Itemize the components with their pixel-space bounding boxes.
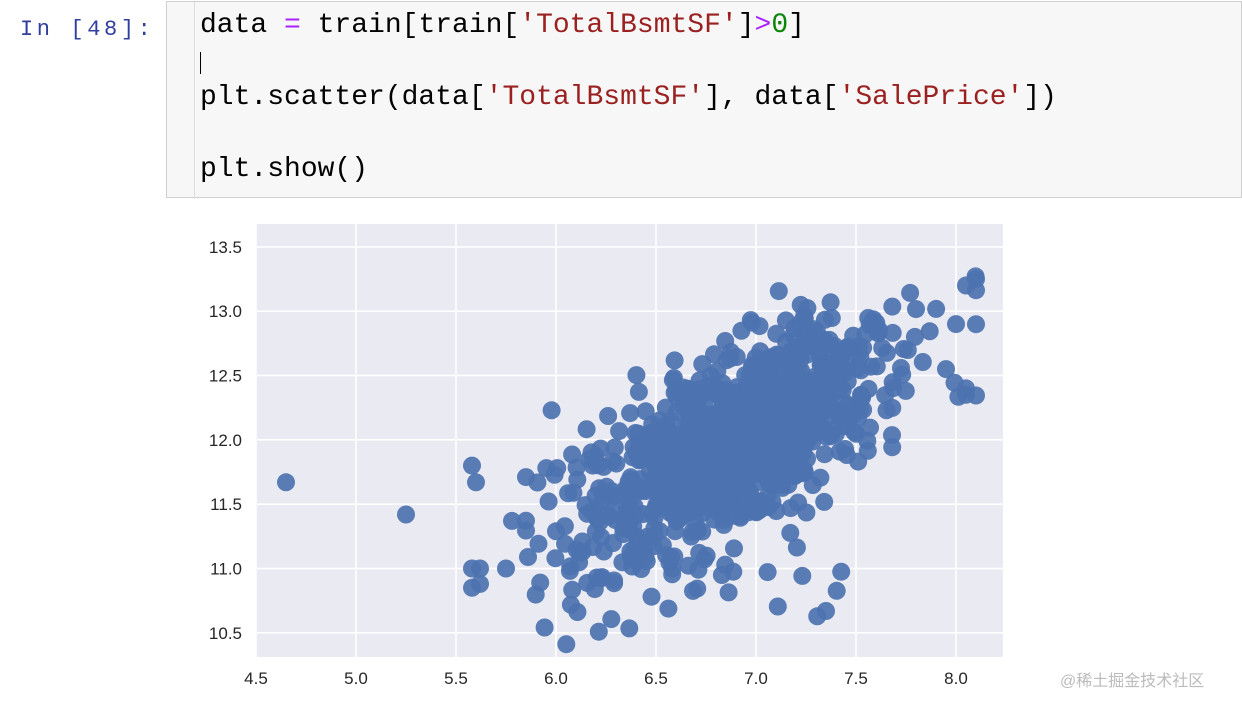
svg-text:8.0: 8.0: [944, 669, 968, 688]
svg-text:7.5: 7.5: [844, 669, 868, 688]
svg-text:6.5: 6.5: [644, 669, 668, 688]
svg-text:11.5: 11.5: [210, 495, 242, 514]
svg-text:12.5: 12.5: [209, 367, 242, 386]
svg-text:10.5: 10.5: [209, 624, 242, 643]
svg-text:4.5: 4.5: [244, 669, 268, 688]
svg-text:5.5: 5.5: [444, 669, 468, 688]
svg-text:5.0: 5.0: [344, 669, 368, 688]
svg-text:@稀土掘金技术社区: @稀土掘金技术社区: [1060, 672, 1204, 690]
svg-text:11.0: 11.0: [210, 560, 242, 579]
svg-text:6.0: 6.0: [544, 669, 568, 688]
svg-text:13.5: 13.5: [209, 238, 242, 257]
svg-text:13.0: 13.0: [209, 302, 242, 321]
svg-text:7.0: 7.0: [744, 669, 768, 688]
svg-text:12.0: 12.0: [209, 431, 242, 450]
